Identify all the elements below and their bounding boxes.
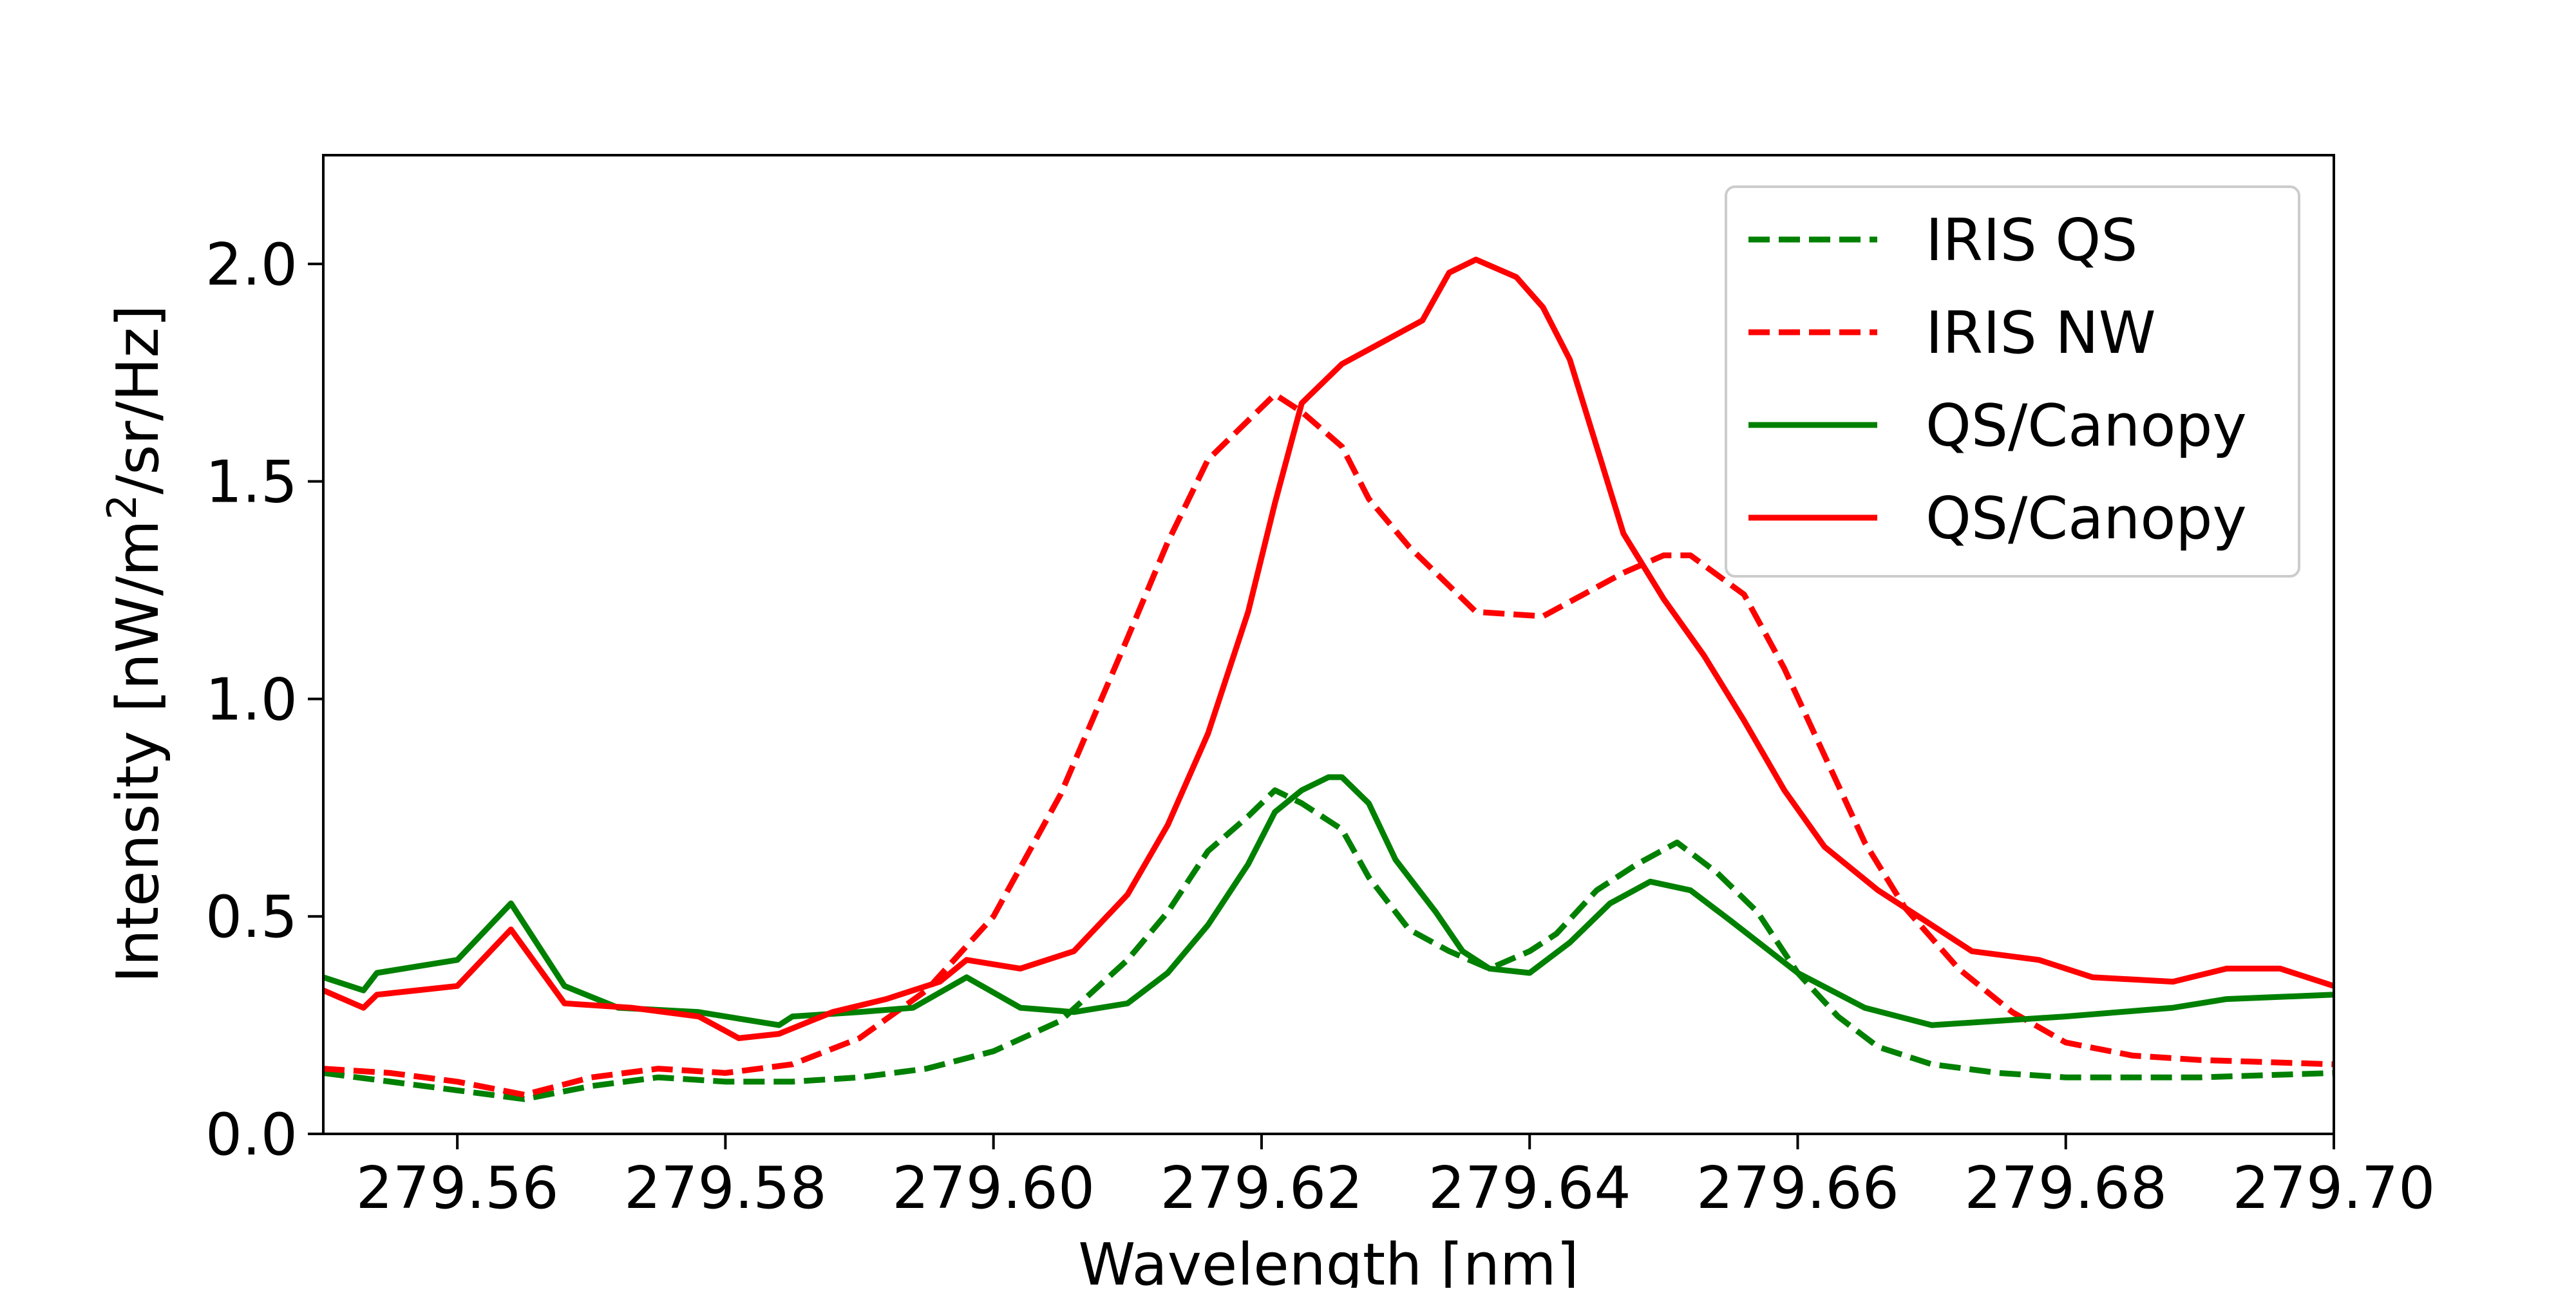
y-tick-label: 0.0: [205, 1101, 298, 1169]
x-axis-label: Wavelength [nm]: [1078, 1231, 1578, 1288]
y-axis-label: Intensity [nW/m2/sr/Hz]: [99, 305, 172, 983]
x-tick-label: 279.58: [624, 1154, 827, 1222]
y-tick-label: 2.0: [205, 231, 298, 299]
y-axis-label-main: Intensity [nW/m: [104, 520, 172, 983]
legend-label-3: QS/Canopy: [1926, 392, 2247, 460]
x-tick-label: 279.66: [1696, 1154, 1899, 1222]
x-tick-label: 279.60: [892, 1154, 1095, 1222]
plot-frame: [322, 154, 2335, 1135]
x-tick-label: 279.64: [1428, 1154, 1631, 1222]
series-line-3: [323, 774, 2334, 1028]
legend-label-2: IRIS NW: [1926, 299, 2156, 367]
y-tick-label: 0.5: [205, 883, 298, 951]
legend: IRIS QS IRIS NW QS/Canopy QS/Canopy: [1725, 185, 2300, 578]
x-tick-label: 279.56: [356, 1154, 559, 1222]
series-line-2: [323, 391, 2334, 1098]
y-axis-label-superscript: 2: [99, 495, 146, 520]
x-axis: 279.56 279.58 279.60 279.62 279.64 279.66 279.…: [356, 1134, 2436, 1222]
series-line-1: [323, 787, 2334, 1102]
legend-label-4: QS/Canopy: [1926, 485, 2247, 552]
y-tick-label: 1.0: [205, 666, 298, 733]
y-axis: 0.0 0.5 1.0 1.5 2.0: [205, 231, 323, 1169]
x-tick-label: 279.68: [1964, 1154, 2167, 1222]
legend-label-1: IRIS QS: [1926, 207, 2137, 274]
series-layer: [323, 256, 2334, 1102]
series-line-4: [323, 256, 2334, 1041]
y-axis-label-tail: /sr/Hz]: [104, 305, 172, 495]
x-tick-label: 279.62: [1160, 1154, 1363, 1222]
x-tick-label: 279.70: [2233, 1154, 2436, 1222]
y-tick-label: 1.5: [205, 449, 298, 516]
legend-box: [1725, 185, 2300, 578]
